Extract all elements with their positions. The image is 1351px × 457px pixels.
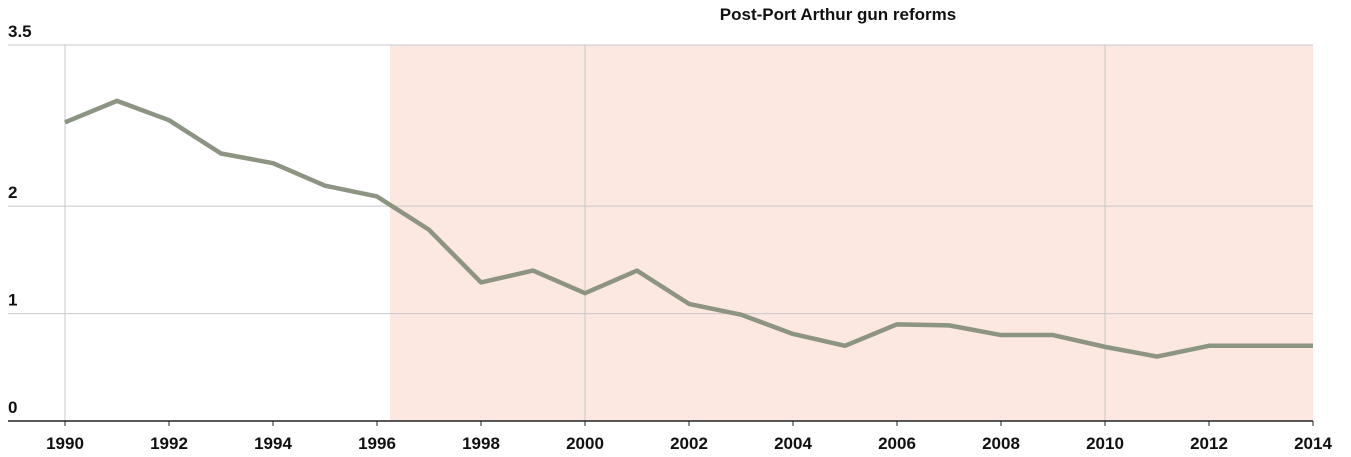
- x-tick-label: 1998: [462, 434, 500, 453]
- x-tick-label: 1994: [254, 434, 292, 453]
- shaded-region: [390, 45, 1313, 421]
- x-tick-label: 2008: [982, 434, 1020, 453]
- x-tick-label: 2014: [1294, 434, 1332, 453]
- x-tick-label: 1990: [46, 434, 84, 453]
- annotation: Post-Port Arthur gun reforms: [720, 5, 956, 24]
- x-tick-label: 2012: [1190, 434, 1228, 453]
- x-tick-label: 1996: [358, 434, 396, 453]
- x-tick-label: 2010: [1086, 434, 1124, 453]
- y-tick-label: 0: [8, 398, 17, 417]
- y-tick-label: 3.5: [8, 22, 32, 41]
- x-tick-label: 2002: [670, 434, 708, 453]
- x-tick-label: 2004: [774, 434, 812, 453]
- data-line: [64, 98, 1313, 359]
- y-tick-label: 1: [8, 291, 17, 310]
- y-tick-label: 2: [8, 183, 17, 202]
- x-tick-label: 1992: [150, 434, 188, 453]
- x-tick-label: 2006: [878, 434, 916, 453]
- x-tick-label: 2000: [566, 434, 604, 453]
